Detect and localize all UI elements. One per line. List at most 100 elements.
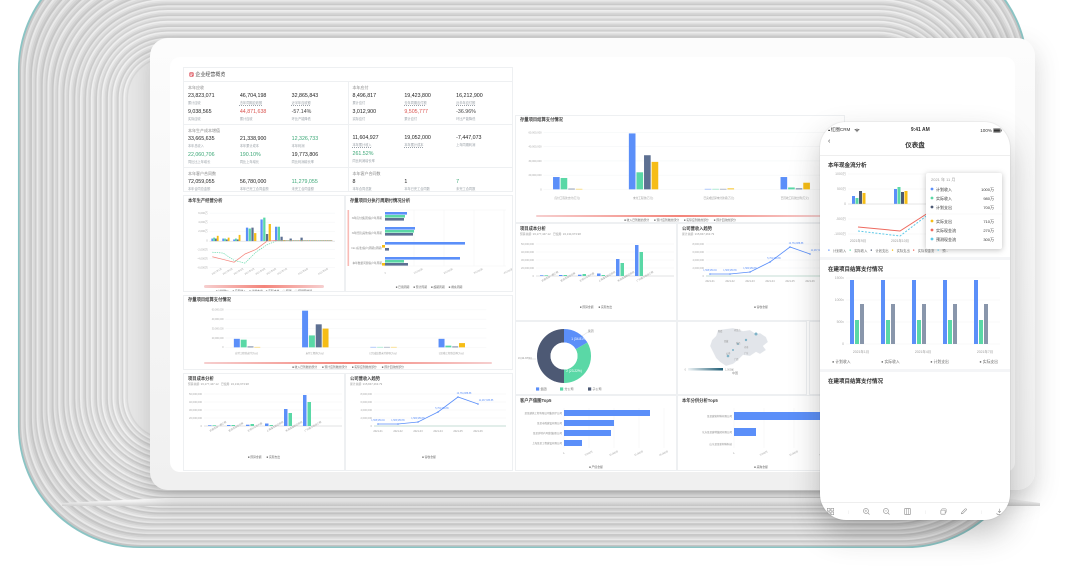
svg-text:N年应付[集团]客户年周期: N年应付[集团]客户年周期: [352, 216, 383, 220]
svg-text:上海某某工程建设有限公司: 上海某某工程建设有限公司: [532, 441, 563, 445]
svg-text:2021年1月: 2021年1月: [211, 267, 223, 276]
svg-text:2021-04: 2021-04: [433, 430, 443, 433]
svg-text:2021年6月: 2021年6月: [265, 267, 277, 276]
svg-text:0: 0: [371, 424, 373, 428]
svg-text:2021-01: 2021-01: [373, 430, 383, 433]
svg-text:0: 0: [685, 369, 687, 372]
svg-text:0: 0: [842, 342, 844, 346]
svg-text:分公司: 分公司: [565, 386, 574, 391]
svg-text:2021年5月: 2021年5月: [254, 267, 266, 276]
svg-text:-6,000万: -6,000万: [197, 266, 208, 270]
svg-text:山东某某新材料科技: 山东某某新材料科技: [709, 442, 732, 446]
svg-text:40,000,000: 40,000,000: [521, 250, 535, 254]
svg-text:已完成结算未付款项(万元): 已完成结算未付款项(万元): [369, 351, 397, 355]
svg-text:某某市政建设有限公司: 某某市政建设有限公司: [537, 421, 563, 425]
svg-text:集团: 集团: [541, 386, 547, 391]
svg-text:4,000万: 4,000万: [198, 220, 208, 224]
svg-text:2021-03: 2021-03: [413, 430, 423, 433]
svg-text:2021年4月: 2021年4月: [915, 349, 931, 354]
svg-text:0: 0: [384, 271, 387, 275]
svg-text:某某建筑材料有限公司: 某某建筑材料有限公司: [707, 414, 733, 418]
svg-text:集团: 集团: [588, 329, 594, 333]
svg-text:已回收工程款比例(万元): 已回收工程款比例(万元): [439, 351, 465, 355]
svg-text:5,761,959.65: 5,761,959.65: [767, 258, 781, 260]
svg-text:0: 0: [563, 452, 566, 456]
svg-text:30,000,000: 30,000,000: [521, 258, 535, 262]
svg-text:4,000,000: 4,000,000: [360, 408, 372, 412]
svg-text:1 (34.81%): 1 (34.81%): [571, 337, 587, 341]
svg-text:2 (23.22%): 2 (23.22%): [566, 369, 582, 373]
svg-text:青岛项目综合楼: 青岛项目综合楼: [228, 421, 245, 433]
svg-text:30,000,000: 30,000,000: [212, 327, 225, 330]
svg-text:12,761,888.88: 12,761,888.88: [457, 393, 472, 395]
svg-text:实际支出: 实际支出: [936, 218, 952, 224]
svg-text:2021年4月: 2021年4月: [244, 267, 256, 276]
svg-text:1000v: 1000v: [835, 298, 845, 302]
svg-text:0: 0: [201, 424, 203, 428]
svg-text:2021-05: 2021-05: [785, 280, 795, 283]
svg-text:实际现金流: 实际现金流: [936, 227, 956, 233]
svg-text:2021年7月: 2021年7月: [276, 267, 288, 276]
svg-text:2021-06: 2021-06: [805, 280, 815, 283]
svg-text:20,000,000: 20,000,000: [212, 337, 225, 340]
svg-text:11,237,935.85: 11,237,935.85: [479, 400, 494, 402]
svg-text:1,568,959.94: 1,568,959.94: [703, 270, 717, 272]
svg-text:0: 0: [703, 274, 705, 278]
svg-text:-4,000万: -4,000万: [197, 256, 208, 260]
svg-text:2021年7月: 2021年7月: [977, 349, 993, 354]
svg-text:5,000万: 5,000万: [759, 450, 768, 457]
svg-text:0: 0: [222, 346, 224, 349]
svg-text:5,761,959.65: 5,761,959.65: [435, 408, 449, 410]
svg-text:0: 0: [540, 187, 542, 191]
svg-text:2021-02: 2021-02: [725, 280, 735, 283]
svg-text:1,584,959.65: 1,584,959.65: [411, 418, 425, 420]
svg-text:710万: 710万: [983, 219, 994, 224]
svg-text:计划收入: 计划收入: [936, 186, 952, 192]
svg-text:5,000万: 5,000万: [584, 450, 593, 457]
svg-text:6,000,000: 6,000,000: [360, 400, 372, 404]
svg-text:0: 0: [844, 202, 846, 206]
svg-text:1000万: 1000万: [981, 187, 994, 192]
svg-text:40,000,000: 40,000,000: [189, 400, 203, 404]
svg-text:2021-05: 2021-05: [453, 430, 463, 433]
svg-text:0: 0: [733, 452, 736, 456]
svg-text:2,000万: 2,000万: [198, 229, 208, 233]
svg-text:20,000,000: 20,000,000: [189, 416, 203, 420]
svg-text:12,761,888.88: 12,761,888.88: [789, 243, 804, 245]
svg-text:子公司: 子公司: [593, 386, 602, 391]
svg-text:No.[标准]客户[周期](周期): No.[标准]客户[周期](周期): [352, 246, 383, 250]
svg-text:10,000万: 10,000万: [789, 450, 800, 457]
svg-text:本年数据问题客户年周期: 本年数据问题客户年周期: [352, 261, 382, 265]
svg-text:未付工程款(万元): 未付工程款(万元): [306, 351, 324, 355]
svg-text:北京分公司大厦: 北京分公司大厦: [579, 271, 596, 283]
svg-text:-2,000万: -2,000万: [197, 247, 208, 251]
svg-text:500v: 500v: [837, 320, 845, 324]
svg-text:-1000万: -1000万: [834, 232, 847, 236]
svg-text:30,000,000: 30,000,000: [528, 159, 542, 163]
svg-text:某某房地产开发(集团)公司: 某某房地产开发(集团)公司: [533, 431, 563, 435]
svg-text:270万: 270万: [983, 228, 994, 233]
svg-text:60,000,000: 60,000,000: [212, 309, 225, 312]
svg-text:30,000,000: 30,000,000: [189, 408, 203, 412]
svg-text:2021-04: 2021-04: [765, 280, 775, 283]
svg-text:8,000,000: 8,000,000: [692, 242, 704, 246]
svg-text:2021年1月: 2021年1月: [853, 349, 869, 354]
svg-text:6,000,000: 6,000,000: [692, 250, 704, 254]
svg-text:已回收工程款比例(万元): 已回收工程款比例(万元): [781, 196, 809, 200]
svg-text:1,583,958.65: 1,583,958.65: [391, 420, 405, 422]
svg-text:-500万: -500万: [836, 217, 847, 221]
svg-text:1,583,958.65: 1,583,958.65: [723, 270, 737, 272]
svg-text:北京分公司大厦: 北京分公司大厦: [247, 421, 264, 433]
svg-text:实际收入: 实际收入: [936, 195, 952, 201]
svg-text:青岛项目综合楼: 青岛项目综合楼: [560, 271, 577, 283]
svg-text:N年经营[其他]客户年周期: N年经营[其他]客户年周期: [352, 231, 383, 235]
svg-text:40,000天: 40,000天: [503, 268, 513, 275]
svg-text:20,000,000: 20,000,000: [528, 173, 542, 177]
svg-text:10,000天: 10,000天: [413, 268, 424, 275]
svg-text:2021年3月: 2021年3月: [233, 267, 245, 276]
svg-text:2021 年 11 月: 2021 年 11 月: [931, 176, 955, 182]
svg-text:15,000万: 15,000万: [634, 450, 645, 457]
svg-text:0: 0: [206, 238, 208, 242]
svg-text:1,584,959.65: 1,584,959.65: [743, 268, 757, 270]
svg-text:应付工程款支付(万元): 应付工程款支付(万元): [235, 351, 258, 355]
